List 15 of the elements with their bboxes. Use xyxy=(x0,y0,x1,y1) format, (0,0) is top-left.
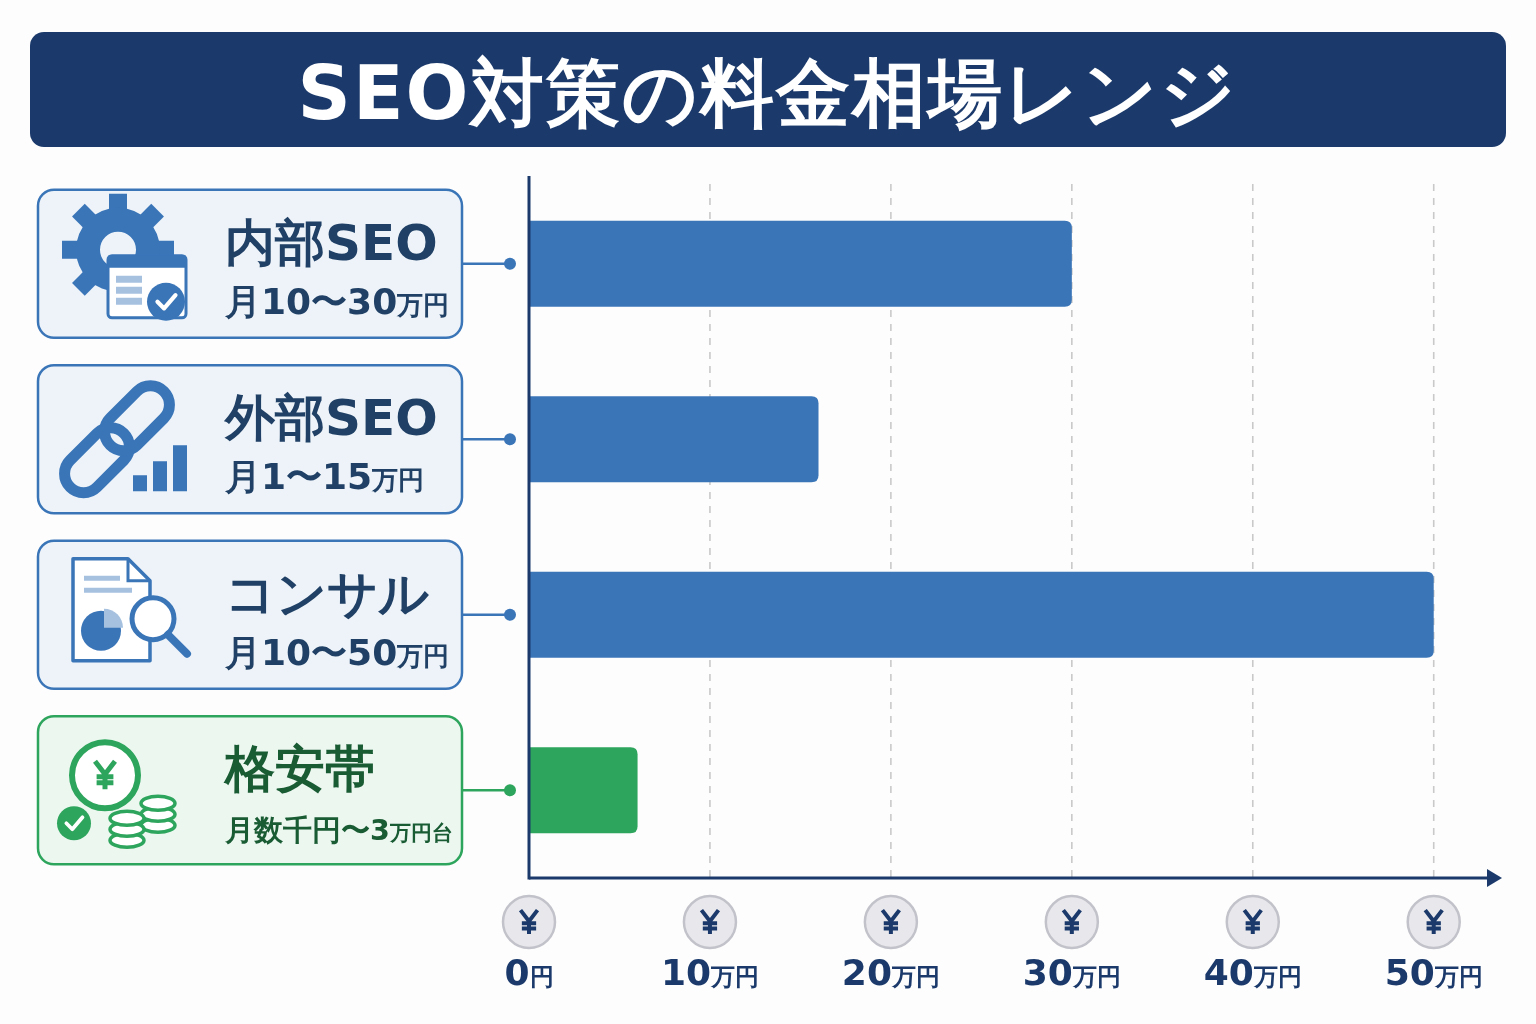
text: 月10〜50万円 xyxy=(224,631,450,673)
y-tick-label: コンサル xyxy=(225,564,429,623)
text: 月1〜15万円 xyxy=(224,456,425,498)
x-tick-label: 50万円 xyxy=(1384,952,1483,993)
x-tick-label: 10万円 xyxy=(660,952,759,993)
x-tick-label: 20万円 xyxy=(841,952,940,993)
x-tick-label: 40万円 xyxy=(1203,952,1302,993)
y-tick-label: 格安帯 xyxy=(223,740,375,799)
x-tick-label: 30万円 xyxy=(1022,952,1121,993)
x-tick-label: 0円 xyxy=(504,952,554,993)
y-tick-label: 外部SEO xyxy=(223,389,438,448)
y-tick-label: 内部SEO xyxy=(225,213,438,272)
chart-title: SEO対策の料金相場レンジ xyxy=(297,50,1239,136)
text: 月10〜30万円 xyxy=(224,280,450,322)
text: 月数千円〜3万円台 xyxy=(224,813,453,848)
